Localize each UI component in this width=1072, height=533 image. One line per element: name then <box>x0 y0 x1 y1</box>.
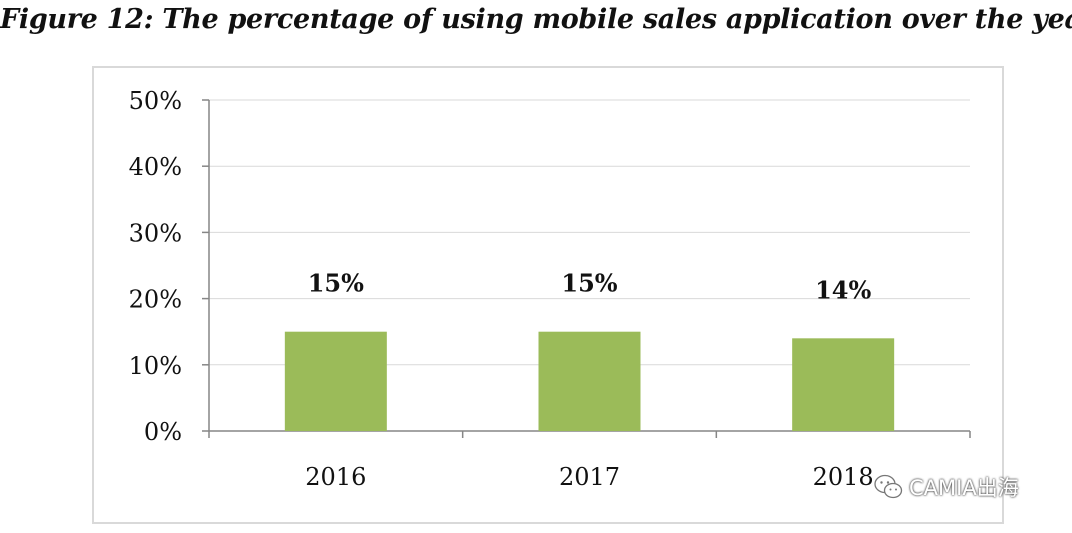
bar <box>284 331 387 431</box>
data-label: 15% <box>561 269 617 298</box>
data-label: 14% <box>815 275 871 304</box>
y-tick-label: 40% <box>129 153 182 181</box>
x-tick-label: 2018 <box>813 463 874 491</box>
watermark: CAMIA出海 <box>873 472 1019 502</box>
y-tick-label: 0% <box>144 418 182 446</box>
chart-title: Figure 12: The percentage of using mobil… <box>0 4 1072 35</box>
x-tick-label: 2017 <box>559 463 620 491</box>
bar <box>538 331 641 431</box>
y-tick-label: 30% <box>129 219 182 247</box>
watermark-text: CAMIA出海 <box>909 476 1019 500</box>
y-tick-label: 20% <box>129 286 182 314</box>
y-tick-label: 50% <box>129 87 182 115</box>
bar <box>792 338 895 431</box>
x-tick-label: 2016 <box>305 463 366 491</box>
data-label: 15% <box>308 269 364 298</box>
chart-frame <box>92 66 1004 524</box>
y-tick-label: 10% <box>129 352 182 380</box>
wechat-icon <box>874 474 903 499</box>
